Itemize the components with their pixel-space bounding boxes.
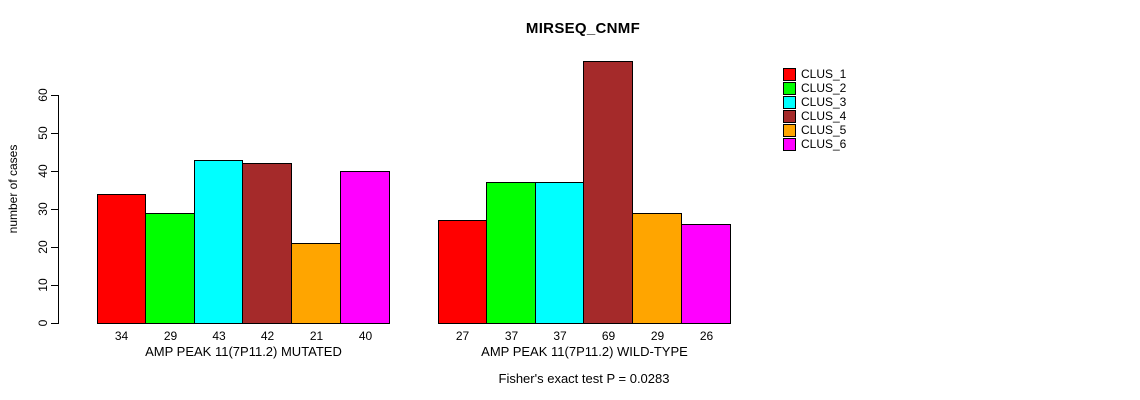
- bar-value-label: 43: [212, 329, 226, 343]
- legend-label: CLUS_2: [801, 80, 847, 95]
- legend-label: CLUS_3: [801, 94, 847, 109]
- bar-value-label: 29: [650, 329, 665, 343]
- bar-value-label: 69: [601, 329, 616, 343]
- legend-item: CLUS_5: [783, 123, 846, 137]
- bar-value-label: 29: [163, 329, 178, 343]
- y-axis-tick: [51, 171, 58, 172]
- bar: [583, 61, 633, 324]
- bar: [486, 182, 536, 324]
- bar: [145, 213, 195, 324]
- y-axis-line: [58, 95, 59, 324]
- legend: CLUS_1 CLUS_2 CLUS_3 CLUS_4 CLUS_5 CLUS_6: [783, 67, 846, 151]
- group-label: AMP PEAK 11(7P11.2) WILD-TYPE: [481, 344, 688, 359]
- legend-color-swatch: [783, 95, 796, 109]
- legend-label: CLUS_1: [801, 66, 847, 81]
- y-axis-tick: [51, 133, 58, 134]
- chart-footnote: Fisher's exact test P = 0.0283: [498, 371, 670, 386]
- bar-value-label: 37: [553, 329, 567, 343]
- bar: [194, 160, 243, 324]
- y-axis-tick-label: 20: [36, 240, 50, 254]
- bar: [632, 213, 682, 324]
- bar: [97, 194, 146, 324]
- bar: [438, 220, 487, 324]
- legend-color-swatch: [783, 81, 796, 95]
- y-axis-tick: [51, 209, 58, 210]
- y-axis-tick: [51, 323, 58, 324]
- bar-value-label: 40: [358, 329, 373, 343]
- bar-value-label: 37: [504, 329, 519, 343]
- y-axis-tick-label: 0: [36, 319, 50, 327]
- y-axis-tick-label: 40: [36, 164, 50, 178]
- legend-label: CLUS_4: [801, 108, 847, 123]
- bar: [242, 163, 292, 324]
- y-axis-title: number of cases: [6, 144, 20, 234]
- legend-color-swatch: [783, 109, 796, 123]
- bar-value-label: 27: [455, 329, 470, 343]
- y-axis-tick: [51, 285, 58, 286]
- bar: [340, 171, 390, 324]
- y-axis-tick-label: 50: [36, 126, 50, 140]
- legend-item: CLUS_1: [783, 67, 846, 81]
- y-axis-tick: [51, 247, 58, 248]
- chart-title: MIRSEQ_CNMF: [525, 20, 641, 37]
- legend-color-swatch: [783, 123, 796, 137]
- bar-value-label: 21: [309, 329, 324, 343]
- legend-item: CLUS_3: [783, 95, 846, 109]
- bar-value-label: 26: [699, 329, 714, 343]
- y-axis-tick: [51, 95, 58, 96]
- group-label: AMP PEAK 11(7P11.2) MUTATED: [145, 344, 342, 359]
- legend-color-swatch: [783, 67, 796, 81]
- bar-value-label: 42: [260, 329, 275, 343]
- legend-color-swatch: [783, 137, 796, 151]
- y-axis-tick-label: 60: [36, 88, 50, 102]
- bar: [535, 182, 584, 324]
- legend-item: CLUS_2: [783, 81, 846, 95]
- legend-label: CLUS_6: [801, 136, 847, 151]
- bar-value-label: 34: [114, 329, 129, 343]
- bar: [291, 243, 341, 324]
- y-axis-tick-label: 10: [36, 278, 50, 292]
- bar: [681, 224, 731, 324]
- y-axis-tick-label: 30: [36, 202, 50, 216]
- legend-label: CLUS_5: [801, 122, 847, 137]
- legend-item: CLUS_6: [783, 137, 846, 151]
- legend-item: CLUS_4: [783, 109, 846, 123]
